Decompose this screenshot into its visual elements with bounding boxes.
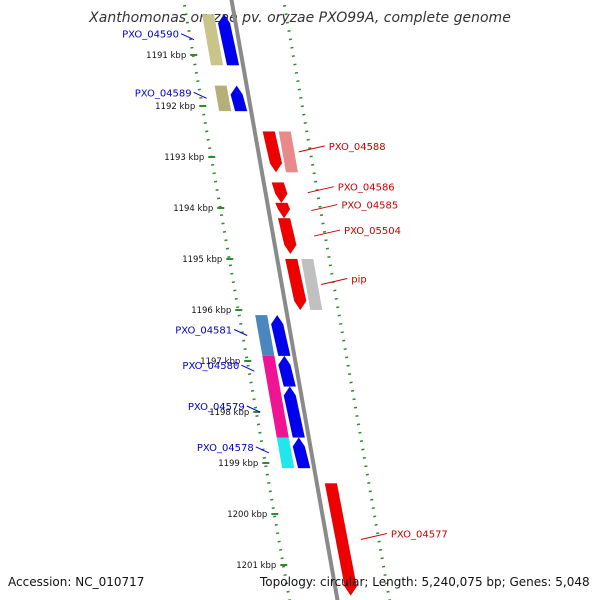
ruler-tick-label: 1196 kbp <box>191 306 231 316</box>
ruler-tick-label: 1198 kbp <box>209 408 249 418</box>
ruler-tick-label: 1194 kbp <box>173 204 213 214</box>
gene-feature-box <box>214 85 232 112</box>
ruler-tick-label: 1197 kbp <box>200 357 240 367</box>
gene-leader-line <box>360 533 387 540</box>
gene-feature-box <box>262 355 280 387</box>
gene-leader-line <box>321 278 348 285</box>
reverse-gene-arrow[interactable] <box>271 182 288 204</box>
topology-text: Topology: circular; Length: 5,240,075 bp… <box>260 575 590 589</box>
gene-label[interactable]: PXO_04580 <box>182 361 239 372</box>
accession-text: Accession: NC_010717 <box>8 575 145 589</box>
ruler-tick-label: 1192 kbp <box>155 102 195 112</box>
gene-label[interactable]: PXO_04586 <box>338 183 395 194</box>
ruler-tick-label: 1191 kbp <box>146 51 186 61</box>
forward-gene-arrow[interactable] <box>270 314 291 357</box>
gene-leader-line <box>241 364 255 372</box>
gene-label[interactable]: PXO_04578 <box>197 443 254 454</box>
ruler-tick-label: 1199 kbp <box>218 459 258 469</box>
genome-backbone <box>229 0 340 600</box>
gene-label[interactable]: PXO_04577 <box>391 530 448 541</box>
tick-layer: 1191 kbp 1192 kbp 1193 kbp 1194 kbp 1195 kbp… <box>146 0 391 600</box>
forward-gene-arrow[interactable] <box>292 437 311 469</box>
reverse-gene-arrow[interactable] <box>284 258 307 311</box>
ruler-tick-label: 1193 kbp <box>164 153 204 163</box>
reverse-gene-arrow[interactable] <box>324 483 357 597</box>
label-layer: PXO_04590 PXO_04589 PXO_04588 PXO_04586 PXO_… <box>122 30 448 541</box>
gene-leader-line <box>311 204 338 212</box>
gene-label[interactable]: PXO_04590 <box>122 30 179 41</box>
gene-feature-box <box>255 315 275 356</box>
gene-leader-line <box>255 446 269 454</box>
gene-label[interactable]: PXO_04589 <box>135 88 192 99</box>
gene-label[interactable]: PXO_04581 <box>175 326 232 337</box>
map-title: Xanthomonas oryzae pv. oryzae PXO99A, co… <box>89 10 511 26</box>
gene-feature-box <box>301 259 323 310</box>
gene-feature-box <box>278 131 298 173</box>
gene-feature-box <box>276 437 295 469</box>
gene-leader-line <box>313 229 341 237</box>
gene-label[interactable]: PXO_04585 <box>341 201 398 212</box>
gene-label[interactable]: PXO_04588 <box>329 142 386 153</box>
reverse-gene-arrow[interactable] <box>262 131 283 173</box>
reverse-gene-arrow[interactable] <box>277 217 297 255</box>
gene-layer <box>202 13 357 597</box>
gene-label[interactable]: pip <box>351 275 366 286</box>
forward-gene-arrow[interactable] <box>230 85 248 112</box>
gene-label[interactable]: PXO_05504 <box>344 226 401 237</box>
forward-gene-arrow[interactable] <box>217 13 240 66</box>
ruler-tick-label: 1195 kbp <box>182 255 222 265</box>
gene-label[interactable]: PXO_04579 <box>188 402 245 413</box>
forward-gene-arrow[interactable] <box>278 355 297 387</box>
gene-leader-line <box>298 145 325 153</box>
ruler-tick-label: 1201 kbp <box>236 561 276 571</box>
gene-leader-line <box>233 329 248 336</box>
gene-leader-line <box>193 91 207 99</box>
reverse-gene-arrow[interactable] <box>274 202 291 219</box>
forward-gene-arrow[interactable] <box>283 386 306 438</box>
ruler-tick-label: 1200 kbp <box>227 510 267 520</box>
gene-leader-line <box>180 33 195 41</box>
gene-feature-box <box>267 386 289 438</box>
gene-leader-line <box>246 405 260 413</box>
gene-feature-box <box>202 14 224 66</box>
gene-leader-line <box>307 186 334 194</box>
